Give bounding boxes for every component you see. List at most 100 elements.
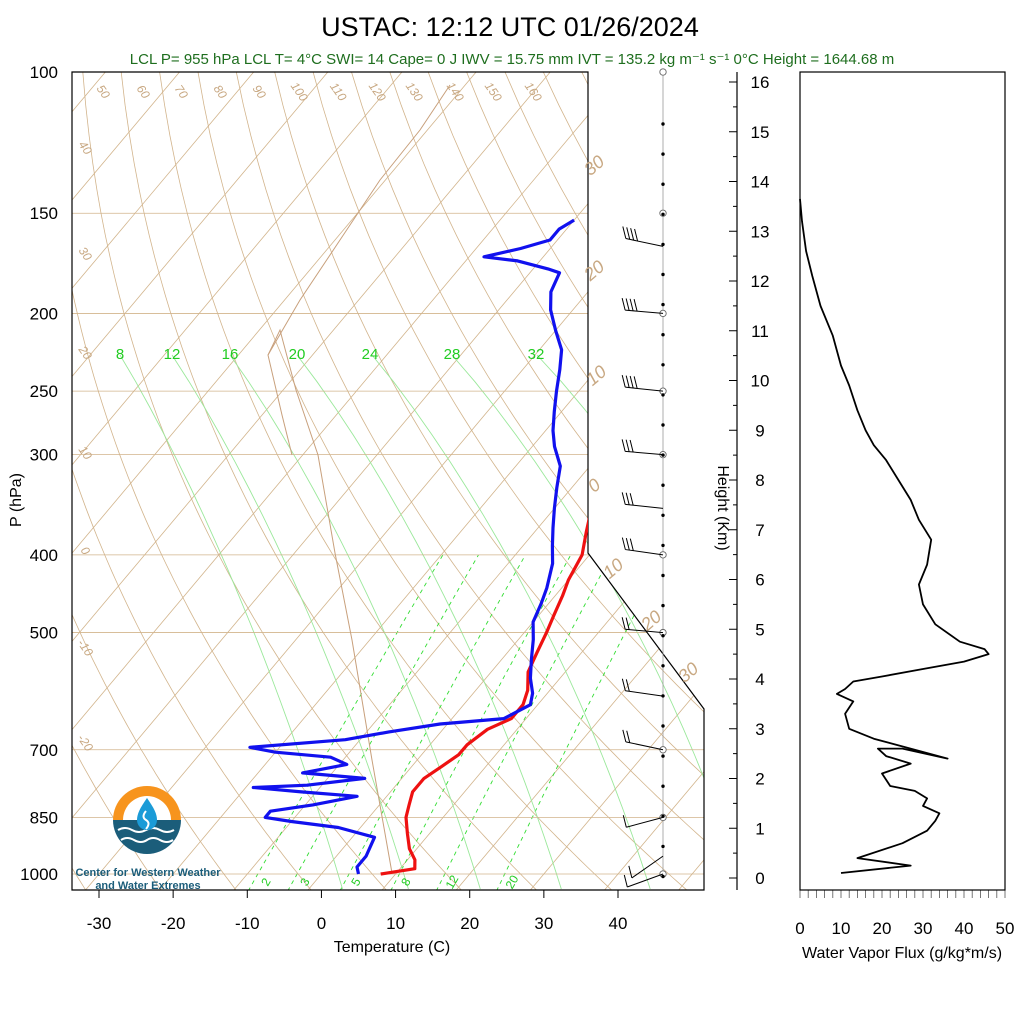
- wind-barb-feather: [628, 865, 633, 879]
- wind-barb-feather: [622, 226, 627, 239]
- isotherm-label: 10: [582, 361, 610, 389]
- wind-level-dot: [661, 363, 665, 367]
- wind-barb-feather: [629, 538, 634, 551]
- wind-barb: [625, 450, 664, 456]
- dry-adiabat-label: 80: [211, 82, 230, 101]
- wind-level-dot: [661, 152, 665, 156]
- wind-level-dot: [661, 724, 665, 728]
- parcel-path: [267, 328, 393, 874]
- wind-level-dot: [661, 844, 665, 849]
- dry-adiabats: [72, 72, 1024, 891]
- dry-adiabat-line: [159, 72, 613, 890]
- skewt-frame: [71, 71, 705, 891]
- pressure-tick-label: 200: [30, 304, 58, 323]
- height-tick-label: 16: [751, 73, 770, 92]
- wind-barb-feather: [623, 874, 628, 888]
- mixing-ratio-label: 12: [164, 346, 181, 363]
- logo-swirl-icon: [142, 810, 150, 830]
- wind-barb-feather: [626, 730, 631, 743]
- mixing-ratio-label: 20: [503, 872, 522, 891]
- dewpoint-profile: [248, 218, 575, 875]
- wind-level-dot: [661, 272, 665, 277]
- wind-barb: [625, 503, 664, 509]
- wvflux-tick-label: 40: [955, 919, 974, 938]
- skewt-x-axis-label: Temperature (C): [334, 939, 450, 956]
- isotherm-line: [0, 54, 46, 891]
- height-tick-label: 12: [751, 272, 770, 291]
- dry-adiabat-label: 110: [327, 80, 350, 104]
- wind-barb: [625, 309, 664, 314]
- page-title: USTAC: 12:12 UTC 01/26/2024: [321, 12, 699, 42]
- sounding-summary: LCL P= 955 hPa LCL T= 4°C SWI= 14 Cape= …: [130, 51, 894, 68]
- temperature-tick-label: 40: [609, 914, 628, 933]
- height-tick-label: 0: [755, 869, 764, 888]
- isotherm-line: [72, 72, 418, 890]
- height-tick-label: 13: [751, 222, 770, 241]
- dry-adiabat-label: 20: [75, 342, 95, 362]
- dry-adiabat-line: [351, 72, 704, 890]
- height-tick-label: 11: [751, 322, 769, 341]
- wind-barb-feather: [621, 375, 626, 388]
- mixing-ratio-label: 12: [443, 872, 462, 891]
- wind-barb: [625, 238, 664, 247]
- pressure-tick-label: 500: [30, 624, 58, 643]
- isotherms: [0, 54, 1024, 891]
- wind-barb-feather: [622, 729, 627, 742]
- height-tick-label: 4: [755, 670, 764, 689]
- wind-level-dot: [661, 874, 665, 879]
- temperature-profile: [380, 211, 704, 876]
- wind-barb-feather: [625, 375, 630, 388]
- moist-adiabat-line: [536, 354, 704, 890]
- dry-adiabat-line: [82, 72, 463, 890]
- logo-line-1: Center for Western Weather: [75, 867, 221, 879]
- mixing-ratio-label: 5: [348, 875, 364, 888]
- dry-adiabat-line: [735, 72, 1024, 891]
- isotherm-line: [752, 54, 1024, 891]
- isotherm-line: [72, 72, 492, 890]
- wind-barb-feather: [633, 376, 638, 389]
- wind-level-dot: [661, 603, 665, 608]
- mixing-ratio-label: 20: [289, 346, 306, 363]
- wvflux-frame: [799, 71, 1006, 891]
- height-tick-label: 1: [755, 819, 764, 838]
- temperature-tick-label: -30: [87, 914, 112, 933]
- wind-level-dot: [661, 423, 665, 427]
- wvflux-tick-label: 10: [832, 919, 851, 938]
- moist-adiabat-line: [296, 354, 562, 890]
- height-tick-label: 8: [755, 471, 764, 490]
- wind-barb: [625, 690, 664, 697]
- isotherm-label: 30: [580, 151, 608, 179]
- wvflux-profile: [799, 198, 990, 874]
- pressure-tick-label: 1000: [20, 865, 58, 884]
- wind-barb-feather: [625, 439, 630, 452]
- isotherm-line: [529, 72, 704, 890]
- wind-barb-feather: [634, 228, 639, 242]
- wind-barb: [625, 386, 664, 392]
- wind-barb: [625, 549, 664, 556]
- temperature-tick-label: -20: [161, 914, 186, 933]
- wind-barb-feather: [621, 678, 626, 691]
- moist-adiabat-line: [119, 354, 343, 890]
- logo-line-2: and Water Extremes: [95, 880, 200, 892]
- parcel-path-upper: [267, 84, 451, 356]
- mixing-ratio-label: 8: [116, 346, 124, 363]
- dry-adiabat-label: 100: [288, 79, 311, 104]
- pressure-tick-label: 250: [30, 382, 58, 401]
- mixing-ratio-label: 2: [258, 875, 274, 888]
- height-tick-label: 2: [755, 770, 764, 789]
- pressure-tick-label: 100: [30, 63, 58, 82]
- temperature-tick-label: 20: [460, 914, 479, 933]
- pressure-tick-label: 850: [30, 808, 58, 827]
- isotherm-line: [72, 72, 344, 890]
- wind-barb-feather: [629, 439, 634, 453]
- wind-barb-feather: [629, 493, 634, 506]
- isotherm-line: [72, 72, 121, 890]
- height-tick-label: 10: [751, 372, 770, 391]
- height-axis-label: Height (Km): [714, 465, 731, 550]
- wind-barb-feather: [629, 298, 634, 311]
- cw3e-logo: Center for Western Weather and Water Ext…: [75, 786, 221, 892]
- wind-barb-feather: [625, 537, 630, 551]
- moist-adiabat-reference: [267, 84, 451, 874]
- wvflux-tick-label: 0: [795, 919, 804, 938]
